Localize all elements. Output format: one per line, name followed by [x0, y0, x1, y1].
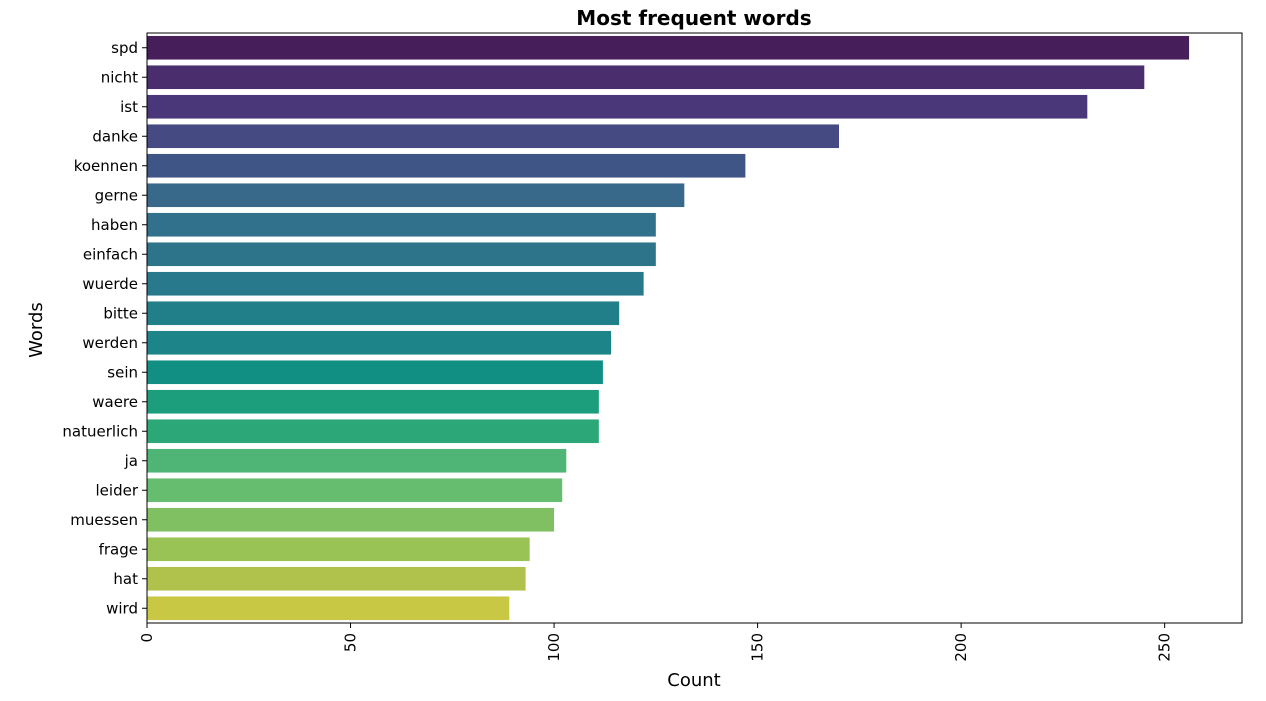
- bar-spd: [147, 35, 1190, 60]
- bar-danke: [147, 124, 840, 149]
- y-tick-label: wuerde: [82, 275, 138, 293]
- bar-hat: [147, 566, 526, 591]
- bars-group: [147, 35, 1190, 621]
- y-tick-label: spd: [111, 39, 138, 57]
- plot-frame: [146, 32, 1243, 624]
- bar-einfach: [147, 242, 656, 267]
- chart-title: Most frequent words: [576, 6, 811, 30]
- x-tick-label: 50: [342, 633, 360, 652]
- y-tick-label: natuerlich: [62, 422, 138, 440]
- y-tick-label: ist: [120, 98, 138, 116]
- bar-haben: [147, 212, 656, 237]
- y-axis-label: Words: [26, 302, 47, 358]
- x-tick-label: 250: [1156, 633, 1174, 662]
- x-axis-label: Count: [667, 670, 720, 691]
- y-tick-label: wird: [106, 599, 138, 617]
- y-tick-label: danke: [92, 127, 138, 145]
- bar-nicht: [147, 65, 1145, 90]
- x-tick-label: 200: [952, 633, 970, 662]
- x-tick-label: 0: [138, 633, 156, 643]
- y-tick-label: leider: [96, 481, 139, 499]
- bar-gerne: [147, 183, 685, 208]
- bar-ist: [147, 94, 1088, 119]
- x-tick-label: 100: [545, 633, 563, 662]
- y-axis-ticks: spd nicht ist danke koennen gerne haben einfach…: [62, 39, 147, 617]
- bar-werden: [147, 330, 612, 355]
- y-tick-label: einfach: [83, 245, 138, 263]
- bar-ja: [147, 448, 567, 473]
- bar-waere: [147, 389, 599, 414]
- bar-muessen: [147, 507, 555, 532]
- y-tick-label: nicht: [101, 68, 138, 86]
- bar-wird: [147, 596, 510, 621]
- y-tick-label: gerne: [95, 186, 138, 204]
- bar-koennen: [147, 153, 746, 178]
- bar-frage: [147, 537, 530, 562]
- y-tick-label: koennen: [74, 157, 138, 175]
- y-tick-label: sein: [107, 363, 138, 381]
- bar-wuerde: [147, 271, 644, 296]
- bar-natuerlich: [147, 419, 599, 444]
- y-tick-label: frage: [99, 540, 138, 558]
- y-tick-label: haben: [91, 216, 138, 234]
- x-axis-ticks: 0 50 100 150 200 250: [138, 623, 1174, 662]
- x-tick-label: 150: [749, 633, 767, 662]
- bar-leider: [147, 478, 563, 503]
- bar-bitte: [147, 301, 620, 326]
- y-tick-label: waere: [92, 393, 138, 411]
- y-tick-label: werden: [82, 334, 138, 352]
- y-tick-label: ja: [124, 452, 138, 470]
- y-tick-label: bitte: [103, 304, 138, 322]
- y-tick-label: hat: [113, 570, 138, 588]
- y-tick-label: muessen: [70, 511, 138, 529]
- bar-sein: [147, 360, 603, 385]
